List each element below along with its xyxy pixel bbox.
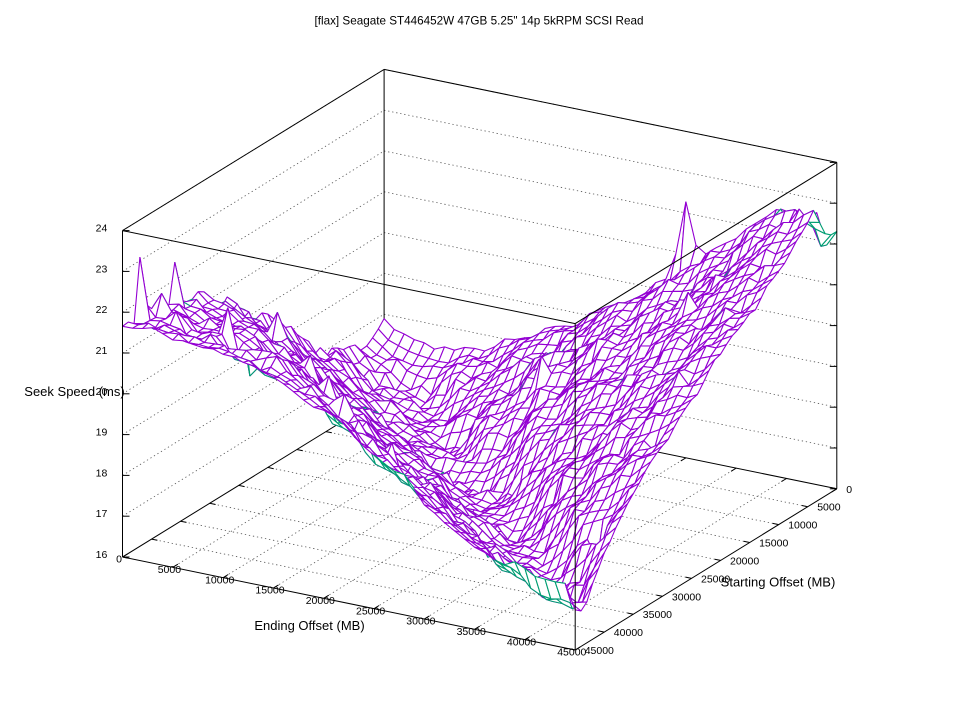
svg-text:20: 20 [96, 386, 108, 398]
svg-text:25000: 25000 [356, 605, 385, 617]
svg-text:17: 17 [96, 508, 108, 520]
svg-text:Seek Speed (ms): Seek Speed (ms) [24, 384, 124, 399]
svg-text:Starting Offset (MB): Starting Offset (MB) [721, 575, 836, 590]
svg-text:10000: 10000 [205, 574, 234, 586]
svg-text:15000: 15000 [759, 538, 788, 550]
svg-text:40000: 40000 [507, 636, 536, 648]
svg-text:21: 21 [96, 345, 108, 357]
svg-text:5000: 5000 [158, 564, 182, 576]
svg-text:0: 0 [846, 484, 852, 496]
svg-text:0: 0 [116, 554, 122, 566]
svg-text:5000: 5000 [817, 502, 841, 514]
svg-text:35000: 35000 [643, 609, 672, 621]
svg-text:35000: 35000 [457, 626, 486, 638]
svg-text:Ending Offset (MB): Ending Offset (MB) [254, 618, 364, 633]
svg-text:18: 18 [96, 467, 108, 479]
svg-text:19: 19 [96, 427, 108, 439]
svg-text:30000: 30000 [406, 616, 435, 628]
svg-text:30000: 30000 [672, 591, 701, 603]
svg-text:20000: 20000 [730, 555, 759, 567]
svg-text:45000: 45000 [557, 647, 586, 659]
svg-text:22: 22 [96, 304, 108, 316]
svg-text:10000: 10000 [788, 520, 817, 532]
svg-text:15000: 15000 [255, 585, 284, 597]
svg-text:45000: 45000 [585, 645, 614, 657]
svg-text:24: 24 [96, 223, 108, 235]
svg-text:25000: 25000 [701, 573, 730, 585]
svg-text:16: 16 [96, 549, 108, 561]
svg-text:23: 23 [96, 263, 108, 275]
svg-text:20000: 20000 [306, 595, 335, 607]
svg-text:40000: 40000 [614, 627, 643, 639]
svg-text:[flax] Seagate ST446452W 47GB: [flax] Seagate ST446452W 47GB 5.25" 14p … [315, 15, 644, 28]
